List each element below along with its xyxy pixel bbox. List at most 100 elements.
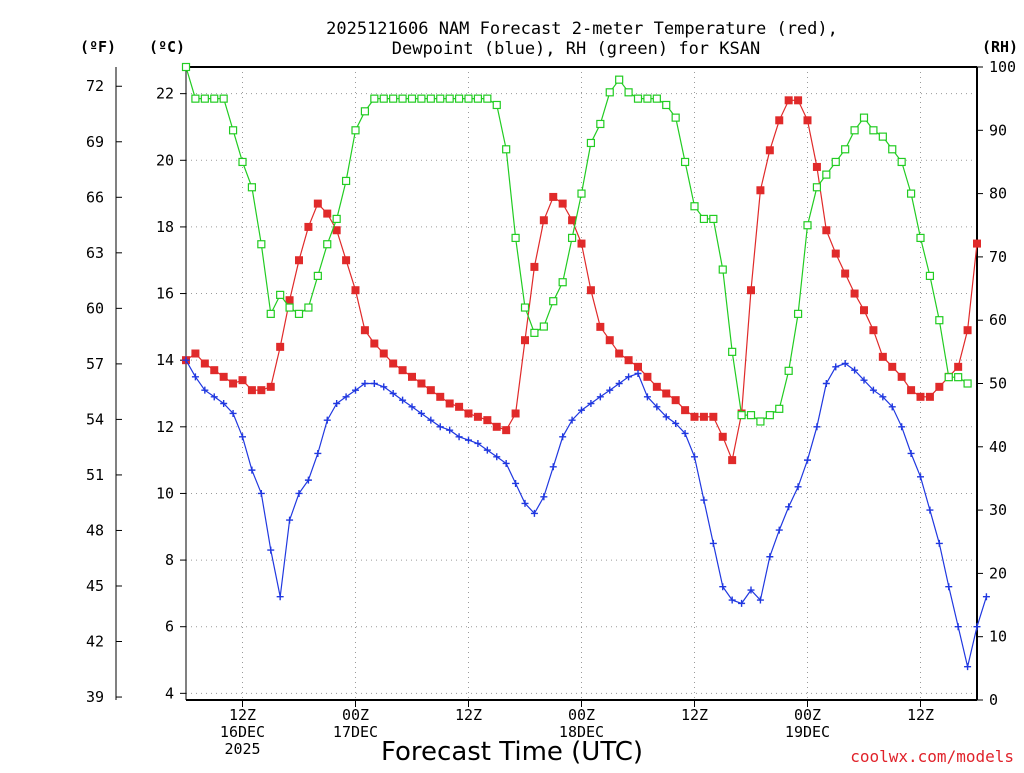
series-layer: [181, 62, 990, 671]
dewpoint-point: [427, 416, 435, 424]
fahrenheit-tick-label: 54: [86, 410, 104, 428]
dewpoint-point: [257, 489, 265, 497]
temperature-point: [229, 379, 238, 388]
dewpoint-point: [512, 479, 520, 487]
temperature-point: [539, 216, 548, 225]
rh-point: [925, 271, 935, 280]
dewpoint-series: [182, 356, 990, 671]
temperature-point: [426, 386, 435, 395]
dewpoint-point: [352, 386, 359, 394]
dewpoint-point: [917, 473, 924, 481]
temperature-point: [473, 412, 482, 421]
dewpoint-point: [700, 496, 708, 504]
temperature-point: [191, 349, 200, 358]
dewpoint-point: [643, 393, 651, 401]
temperature-point: [398, 366, 407, 375]
rh-point: [944, 373, 953, 382]
dewpoint-point: [201, 386, 209, 394]
dewpoint-point: [549, 463, 557, 471]
rh-point: [351, 126, 360, 135]
rh-point: [671, 113, 680, 122]
temperature-point: [285, 296, 294, 305]
temperature-point: [464, 409, 473, 418]
dewpoint-point: [653, 403, 661, 411]
rh-point: [935, 316, 944, 325]
rh-point: [266, 309, 275, 318]
rh-point: [831, 157, 840, 167]
x-tick-label: 17DEC: [333, 723, 378, 741]
temperature-point: [615, 349, 624, 358]
temperature-point: [690, 412, 699, 421]
celsius-tick-label: 20: [156, 151, 174, 169]
celsius-tick-label: 14: [156, 351, 174, 369]
dewpoint-point: [502, 459, 510, 467]
rh-point: [897, 157, 906, 167]
temperature-point: [935, 382, 944, 391]
temperature-point: [925, 392, 934, 401]
dewpoint-point: [493, 453, 501, 461]
rh-point: [680, 157, 690, 167]
temperature-point: [417, 379, 426, 388]
rh-point: [652, 94, 661, 103]
rh-point: [426, 94, 435, 103]
dewpoint-point: [860, 376, 868, 384]
rh-point: [181, 62, 191, 72]
rh-point: [558, 278, 567, 287]
dewpoint-point: [210, 393, 218, 401]
temperature-point: [897, 372, 906, 381]
rh-point: [483, 94, 492, 103]
rh-point: [379, 94, 388, 103]
dewpoint-point: [973, 623, 981, 631]
dewpoint-point: [399, 396, 407, 404]
dewpoint-point: [389, 389, 397, 397]
temperature-point: [624, 356, 633, 365]
rh-point: [257, 240, 266, 249]
rh-point: [803, 221, 812, 230]
dewpoint-point: [869, 386, 877, 394]
rh-point: [718, 265, 727, 274]
rh-point: [577, 189, 586, 198]
axes-layer: [115, 66, 983, 707]
dewpoint-point: [446, 426, 454, 434]
rh-point: [436, 94, 445, 103]
fahrenheit-tick-label: 72: [86, 77, 104, 95]
rh-point: [954, 373, 963, 382]
rh-unit-label: (RH): [982, 38, 1018, 56]
rh-point: [567, 233, 577, 243]
temperature-point: [521, 336, 529, 345]
temperature-point: [219, 372, 228, 381]
rh-point: [596, 119, 605, 129]
temperature-point: [860, 306, 868, 315]
fahrenheit-tick-label: 42: [86, 633, 104, 651]
dewpoint-point: [926, 506, 934, 514]
rh-point: [549, 297, 558, 306]
rh-point: [417, 94, 426, 103]
x-tick-label: 19DEC: [785, 723, 830, 741]
dewpoint-point: [756, 596, 764, 604]
rh-point: [454, 94, 464, 103]
rh-point: [916, 233, 925, 243]
dewpoint-point: [982, 593, 990, 601]
temperature-point: [728, 456, 737, 465]
dewpoint-point: [738, 599, 746, 607]
temperature-point: [831, 249, 840, 258]
dewpoint-point: [832, 363, 840, 371]
fahrenheit-tick-label: 66: [86, 188, 104, 206]
dewpoint-point: [540, 493, 548, 501]
temperature-series: [182, 96, 981, 465]
dewpoint-point: [559, 433, 567, 441]
dewpoint-point: [436, 423, 444, 431]
x-tick-label: 12Z: [229, 706, 256, 724]
rh-point: [586, 138, 596, 148]
rh-point: [793, 309, 803, 318]
dewpoint-point: [521, 499, 529, 507]
temperature-point: [577, 239, 586, 248]
rh-point: [737, 411, 746, 420]
rh-point: [502, 145, 511, 154]
dewpoint-point: [267, 546, 275, 554]
temperature-point: [210, 366, 219, 375]
celsius-tick-label: 6: [165, 618, 174, 636]
temperature-point: [483, 416, 492, 425]
dewpoint-point: [295, 489, 303, 497]
